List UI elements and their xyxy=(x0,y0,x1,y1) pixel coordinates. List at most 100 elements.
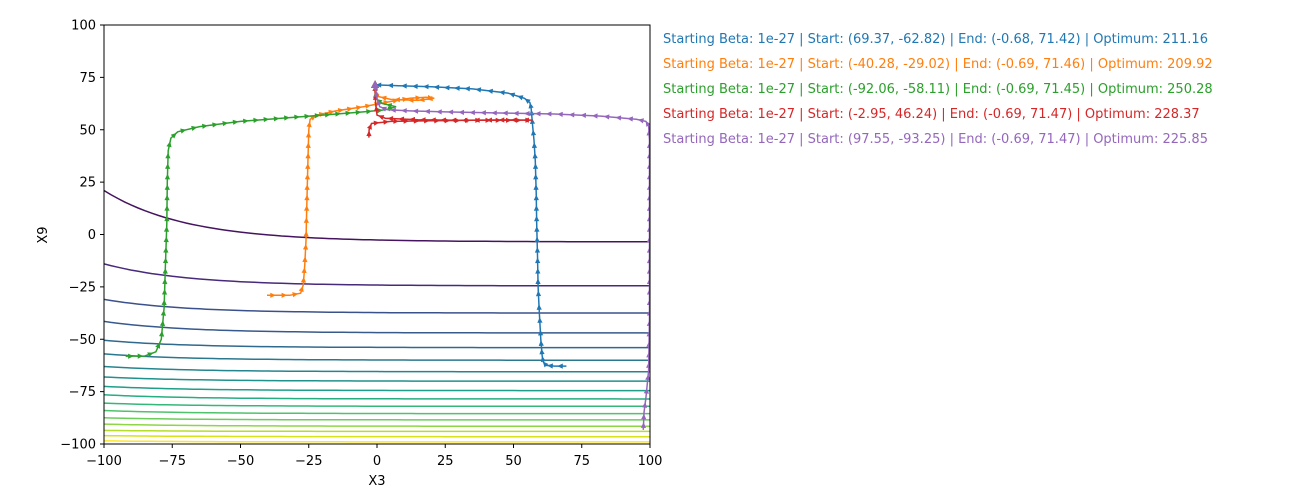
series-1 xyxy=(371,80,567,369)
series-marker xyxy=(535,268,541,274)
series-marker xyxy=(232,119,239,125)
x-tick-label: 50 xyxy=(505,454,522,469)
series-marker xyxy=(292,292,299,298)
series-marker xyxy=(401,83,407,89)
series-marker xyxy=(531,142,538,149)
series-marker xyxy=(147,352,154,358)
series-marker xyxy=(407,97,414,103)
series-marker xyxy=(302,256,308,263)
contour-line xyxy=(104,365,650,373)
series-marker xyxy=(159,320,166,327)
series-marker xyxy=(486,117,493,123)
series-marker xyxy=(568,112,575,118)
series-marker xyxy=(643,387,649,394)
series-marker xyxy=(538,340,544,347)
series-marker xyxy=(294,114,300,120)
series-marker xyxy=(304,194,310,201)
series-marker xyxy=(461,117,468,123)
legend-entry: Starting Beta: 1e-27 | Start: (97.55, -9… xyxy=(663,132,1208,147)
series-marker xyxy=(128,353,134,359)
series-marker xyxy=(409,116,416,123)
contour-line xyxy=(104,434,650,438)
series-marker xyxy=(383,119,390,125)
legend-entry: Starting Beta: 1e-27 | Start: (-2.95, 46… xyxy=(663,107,1200,122)
series-marker xyxy=(557,363,563,369)
series-marker xyxy=(495,117,502,123)
series-marker xyxy=(163,247,169,253)
contour-line xyxy=(104,385,650,392)
contour-line xyxy=(104,339,650,349)
series-marker xyxy=(537,317,543,323)
series-marker xyxy=(270,292,276,298)
series-marker xyxy=(517,95,524,101)
series-marker xyxy=(646,320,650,326)
series-marker xyxy=(305,163,311,169)
series-marker xyxy=(162,268,168,274)
y-axis-label: X9 xyxy=(36,226,51,243)
series-marker xyxy=(328,109,335,115)
series-marker xyxy=(403,118,410,124)
series-marker xyxy=(304,205,310,211)
contour-line xyxy=(104,298,650,314)
series-marker xyxy=(498,117,505,123)
series-marker xyxy=(637,118,645,124)
series-marker xyxy=(509,92,516,98)
series-marker xyxy=(535,290,542,297)
series-marker xyxy=(443,85,450,91)
series-marker xyxy=(365,103,372,109)
series-marker xyxy=(305,152,311,159)
series-marker xyxy=(539,348,545,355)
series-marker xyxy=(164,205,170,211)
series-marker xyxy=(304,184,310,190)
series-marker xyxy=(355,109,362,116)
y-tick-label: −25 xyxy=(69,280,96,295)
series-marker xyxy=(454,85,460,91)
contour-line xyxy=(104,376,650,382)
trajectories xyxy=(125,80,650,430)
series-marker xyxy=(545,111,552,117)
series-marker xyxy=(532,152,538,159)
series-marker xyxy=(474,117,480,123)
series-marker xyxy=(645,374,650,381)
y-tick-label: 25 xyxy=(79,176,96,191)
series-marker xyxy=(542,361,549,368)
series-marker xyxy=(253,117,260,123)
series-marker xyxy=(528,102,534,109)
series-marker xyxy=(415,95,422,101)
contour-line xyxy=(104,423,650,427)
series-marker xyxy=(427,95,433,102)
series-marker xyxy=(161,288,168,295)
series-marker xyxy=(511,117,517,123)
series-marker xyxy=(303,230,309,237)
series-marker xyxy=(159,330,165,337)
contour-line xyxy=(104,320,650,334)
series-marker xyxy=(422,84,429,90)
series-marker xyxy=(160,309,166,316)
series-3 xyxy=(125,80,397,359)
series-marker xyxy=(536,304,542,310)
x-tick-label: 25 xyxy=(437,454,454,469)
series-marker xyxy=(401,108,407,114)
series-marker xyxy=(162,278,168,285)
series-marker xyxy=(387,82,394,89)
series-marker xyxy=(615,115,622,121)
series-marker xyxy=(304,173,311,180)
series-marker xyxy=(394,97,400,103)
series-marker xyxy=(387,116,394,122)
series-marker xyxy=(366,130,372,137)
contour-lines xyxy=(104,189,650,443)
contour-line xyxy=(104,402,650,408)
series-marker xyxy=(646,362,650,368)
series-marker xyxy=(180,128,187,134)
series-marker xyxy=(378,115,385,120)
series-marker xyxy=(529,109,535,116)
series-marker xyxy=(440,117,446,123)
series-marker xyxy=(373,120,380,126)
series-marker xyxy=(164,173,171,180)
x-tick-label: 75 xyxy=(573,454,590,469)
x-tick-label: 100 xyxy=(638,454,663,469)
series-marker xyxy=(191,125,198,131)
series-marker xyxy=(284,115,290,121)
series-marker xyxy=(303,217,309,223)
series-marker xyxy=(243,118,249,124)
